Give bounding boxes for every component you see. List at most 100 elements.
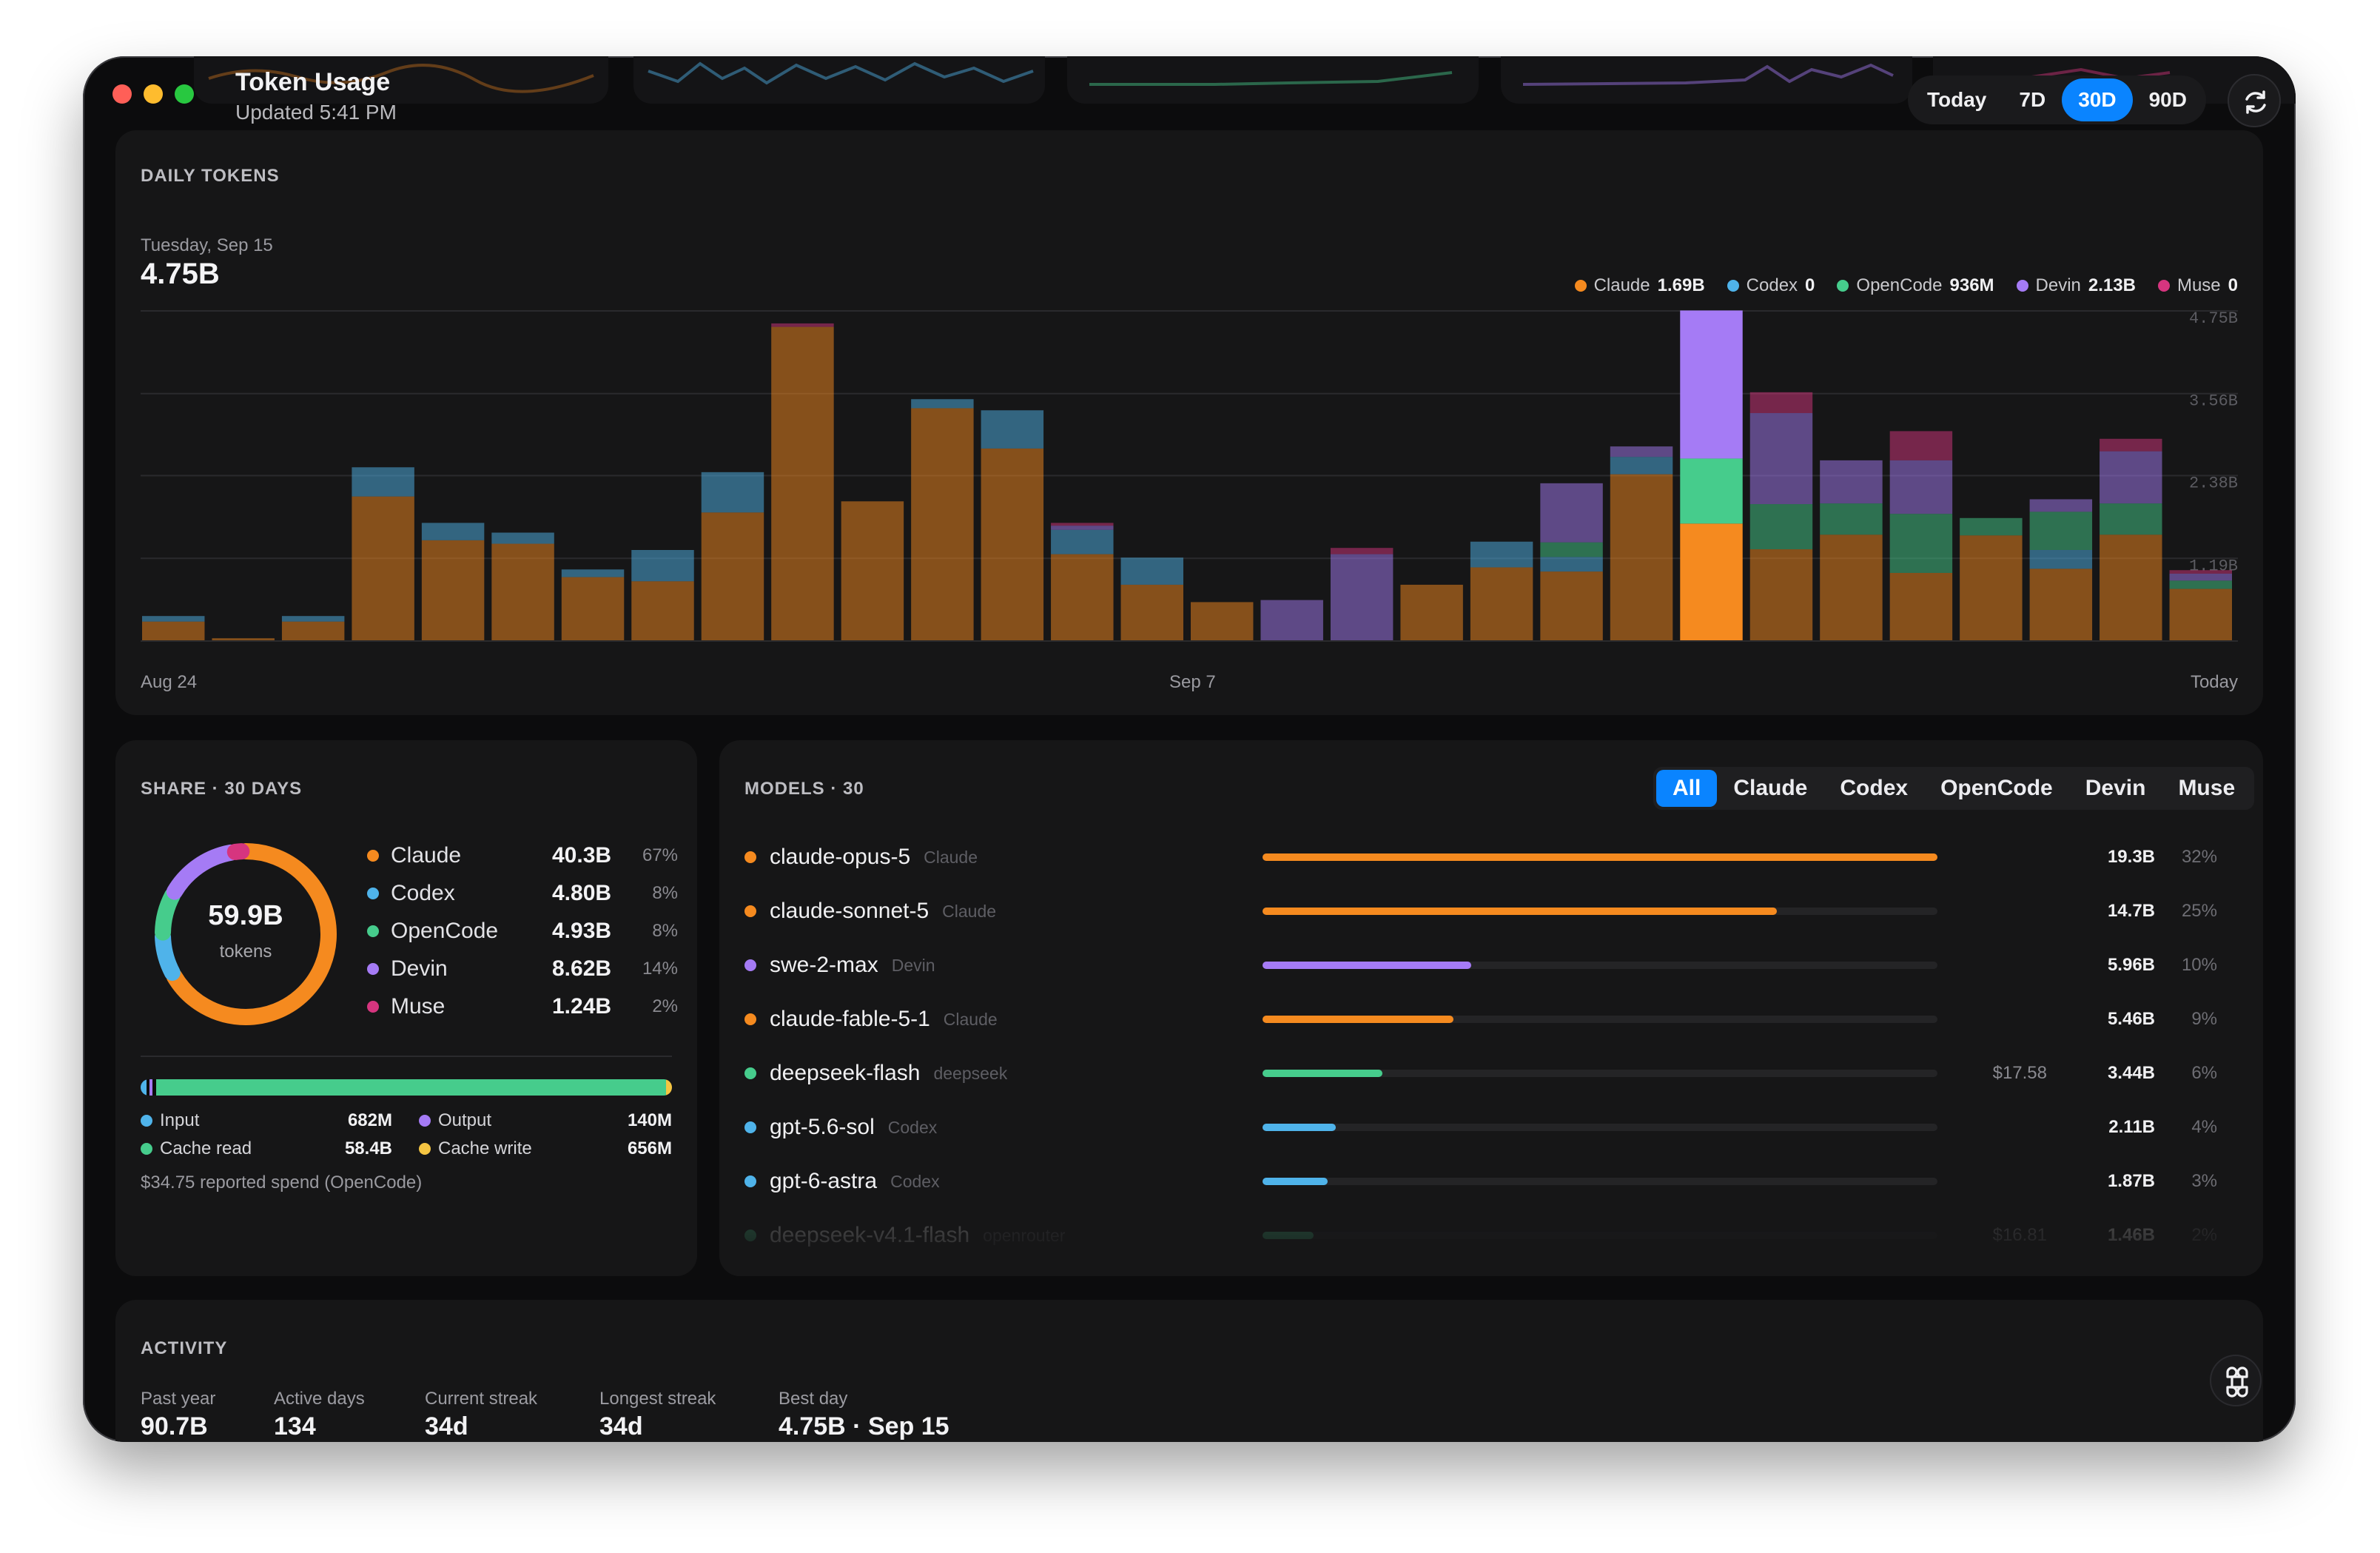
bar-segment[interactable] bbox=[2100, 534, 2162, 641]
bar-segment[interactable] bbox=[212, 638, 275, 641]
model-tokens: 14.7B bbox=[2107, 901, 2155, 921]
bar-segment[interactable] bbox=[1749, 504, 1813, 550]
bar-segment[interactable] bbox=[1680, 310, 1743, 459]
bar-segment[interactable] bbox=[1051, 554, 1114, 641]
bar-segment[interactable] bbox=[1610, 474, 1673, 641]
bar-segment[interactable] bbox=[1820, 503, 1883, 535]
bar-segment[interactable] bbox=[561, 577, 625, 641]
model-row[interactable]: claude-fable-5-1 Claude 5.46B 9% bbox=[744, 997, 2225, 1042]
tab-opencode[interactable]: OpenCode bbox=[1940, 776, 2053, 800]
bar-segment[interactable] bbox=[2029, 499, 2093, 512]
bar-segment[interactable] bbox=[142, 616, 205, 622]
range-7d[interactable]: 7D bbox=[2019, 88, 2046, 111]
range-30d[interactable]: 30D bbox=[2062, 78, 2133, 121]
model-row[interactable]: claude-opus-5 Claude 19.3B 32% bbox=[744, 835, 2225, 879]
bar-segment[interactable] bbox=[1540, 557, 1603, 572]
bar-segment[interactable] bbox=[1051, 523, 1114, 526]
legend-opencode: OpenCode 936M bbox=[1837, 275, 1994, 296]
range-90d[interactable]: 90D bbox=[2148, 88, 2187, 111]
stat-longest-streak: Longest streak 34d bbox=[599, 1389, 716, 1441]
bar-segment[interactable] bbox=[352, 496, 414, 641]
bar-segment[interactable] bbox=[2100, 451, 2162, 504]
selected-day: Tuesday, Sep 15 bbox=[141, 235, 273, 255]
bar-segment[interactable] bbox=[1191, 602, 1254, 641]
bar-segment[interactable] bbox=[1330, 554, 1394, 641]
bar-segment[interactable] bbox=[841, 501, 904, 641]
bar-segment[interactable] bbox=[1820, 534, 1883, 641]
bar-segment[interactable] bbox=[701, 472, 764, 513]
tab-claude[interactable]: Claude bbox=[1733, 776, 1808, 800]
model-row[interactable]: deepseek-flash deepseek $17.58 3.44B 6% bbox=[744, 1051, 2225, 1096]
bar-segment[interactable] bbox=[1470, 567, 1533, 641]
bar-segment[interactable] bbox=[1680, 523, 1743, 641]
model-row[interactable]: gpt-5.6-sol Codex 2.11B 4% bbox=[744, 1105, 2225, 1150]
bar-segment[interactable] bbox=[771, 326, 834, 641]
bar-segment[interactable] bbox=[2029, 568, 2093, 641]
bar-segment[interactable] bbox=[1889, 431, 1953, 460]
bar-segment[interactable] bbox=[1400, 584, 1463, 641]
bar-segment[interactable] bbox=[1330, 548, 1394, 554]
bar-segment[interactable] bbox=[771, 323, 834, 327]
bar-segment[interactable] bbox=[1889, 572, 1953, 641]
bar-segment[interactable] bbox=[631, 549, 694, 582]
bar-segment[interactable] bbox=[1749, 413, 1813, 505]
bar-segment[interactable] bbox=[1749, 549, 1813, 641]
bar-segment[interactable] bbox=[352, 467, 414, 497]
bar-segment[interactable] bbox=[981, 410, 1044, 449]
bar-segment[interactable] bbox=[1051, 526, 1114, 530]
tab-muse[interactable]: Muse bbox=[2178, 776, 2236, 800]
bar-segment[interactable] bbox=[2169, 570, 2232, 574]
bar-segment[interactable] bbox=[1470, 541, 1533, 568]
bar-segment[interactable] bbox=[1680, 458, 1743, 524]
bar-segment[interactable] bbox=[701, 512, 764, 641]
zoom-window-button[interactable] bbox=[175, 84, 194, 104]
expand-button[interactable] bbox=[2210, 1355, 2262, 1406]
bar-segment[interactable] bbox=[2100, 503, 2162, 535]
bar-segment[interactable] bbox=[1610, 446, 1673, 457]
bar-segment[interactable] bbox=[2029, 511, 2093, 550]
model-row[interactable]: swe-2-max Devin 5.96B 10% bbox=[744, 943, 2225, 987]
legend-codex: Codex 0 bbox=[1727, 275, 1815, 296]
bar-segment[interactable] bbox=[491, 543, 554, 641]
bar-segment[interactable] bbox=[142, 621, 205, 641]
bar-segment[interactable] bbox=[1889, 460, 1953, 514]
bar-segment[interactable] bbox=[1889, 514, 1953, 573]
minimize-window-button[interactable] bbox=[144, 84, 163, 104]
bar-segment[interactable] bbox=[1960, 535, 2023, 641]
bar-segment[interactable] bbox=[281, 616, 345, 622]
model-row[interactable]: claude-sonnet-5 Claude 14.7B 25% bbox=[744, 889, 2225, 933]
bar-segment[interactable] bbox=[421, 523, 485, 540]
bar-segment[interactable] bbox=[911, 408, 974, 641]
model-name: claude-opus-5 bbox=[770, 845, 911, 869]
bar-segment[interactable] bbox=[1540, 571, 1603, 641]
bar-segment[interactable] bbox=[1820, 460, 1883, 504]
bar-segment[interactable] bbox=[2169, 580, 2232, 589]
tab-devin[interactable]: Devin bbox=[2085, 776, 2146, 800]
bar-segment[interactable] bbox=[2029, 549, 2093, 569]
range-today[interactable]: Today bbox=[1927, 88, 1987, 111]
tab-all[interactable]: All bbox=[1656, 770, 1718, 807]
bar-segment[interactable] bbox=[2169, 573, 2232, 581]
bar-segment[interactable] bbox=[1120, 557, 1183, 585]
bar-segment[interactable] bbox=[2169, 588, 2232, 641]
close-window-button[interactable] bbox=[112, 84, 132, 104]
bar-segment[interactable] bbox=[2100, 438, 2162, 452]
bar-segment[interactable] bbox=[1260, 600, 1323, 641]
bar-segment[interactable] bbox=[1960, 517, 2023, 536]
bar-segment[interactable] bbox=[1749, 392, 1813, 414]
bar-segment[interactable] bbox=[631, 581, 694, 641]
bar-segment[interactable] bbox=[491, 532, 554, 544]
bar-segment[interactable] bbox=[561, 569, 625, 577]
bar-segment[interactable] bbox=[911, 399, 974, 409]
bar-segment[interactable] bbox=[1051, 529, 1114, 554]
tab-codex[interactable]: Codex bbox=[1840, 776, 1909, 800]
bar-segment[interactable] bbox=[1120, 584, 1183, 641]
bar-segment[interactable] bbox=[1540, 542, 1603, 557]
bar-segment[interactable] bbox=[1610, 457, 1673, 474]
bar-segment[interactable] bbox=[281, 621, 345, 641]
bar-segment[interactable] bbox=[421, 540, 485, 641]
refresh-button[interactable] bbox=[2228, 74, 2281, 127]
bar-segment[interactable] bbox=[1540, 483, 1603, 543]
bar-segment[interactable] bbox=[981, 448, 1044, 641]
